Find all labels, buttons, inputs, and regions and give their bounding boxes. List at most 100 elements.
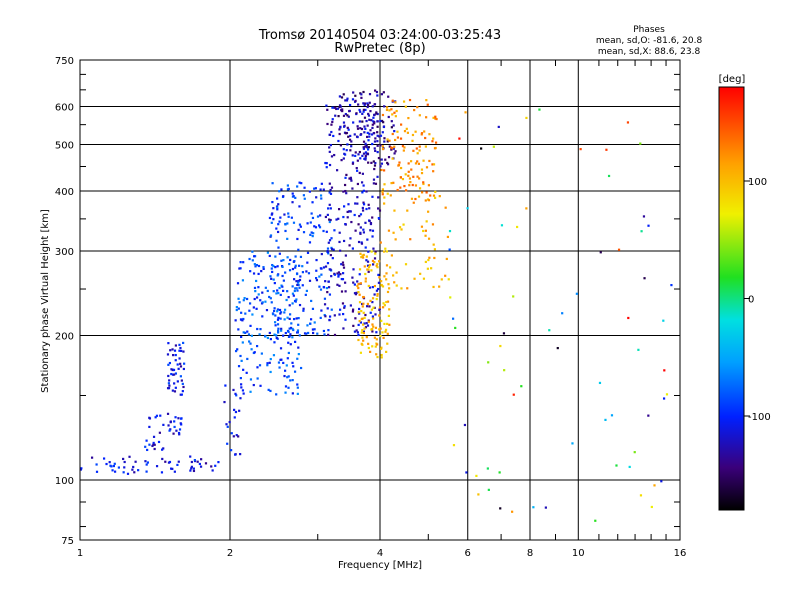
data-point bbox=[324, 215, 327, 219]
data-point bbox=[360, 256, 363, 259]
data-point bbox=[338, 284, 341, 287]
data-point bbox=[123, 460, 126, 464]
data-point bbox=[306, 324, 309, 327]
data-point bbox=[371, 285, 374, 289]
data-point bbox=[376, 292, 379, 296]
data-point bbox=[267, 388, 270, 391]
data-point bbox=[363, 125, 366, 128]
data-point bbox=[399, 176, 403, 179]
data-point bbox=[396, 188, 399, 192]
data-point bbox=[372, 317, 375, 320]
data-point bbox=[298, 181, 301, 184]
data-point bbox=[342, 263, 345, 267]
data-point bbox=[363, 327, 366, 330]
data-point bbox=[268, 331, 271, 335]
data-point bbox=[291, 392, 294, 395]
x-tick-label: 16 bbox=[674, 548, 687, 559]
data-point bbox=[342, 327, 345, 330]
data-point bbox=[386, 290, 390, 294]
data-point bbox=[351, 310, 355, 313]
data-point bbox=[239, 376, 242, 380]
data-point bbox=[432, 170, 435, 173]
data-point bbox=[362, 146, 365, 149]
data-point bbox=[174, 344, 178, 347]
data-point bbox=[383, 183, 386, 186]
data-point bbox=[377, 281, 381, 284]
data-point bbox=[123, 466, 126, 469]
data-point bbox=[561, 312, 564, 315]
data-point bbox=[556, 346, 559, 350]
data-point bbox=[327, 286, 331, 289]
data-point bbox=[371, 315, 374, 318]
data-point bbox=[639, 494, 643, 497]
data-point bbox=[415, 147, 418, 150]
data-point bbox=[252, 272, 256, 275]
data-point bbox=[359, 213, 363, 216]
data-point bbox=[432, 163, 436, 166]
data-point bbox=[148, 425, 151, 429]
data-point bbox=[294, 300, 297, 303]
data-point bbox=[145, 470, 148, 473]
data-point bbox=[362, 201, 365, 204]
data-point bbox=[269, 357, 272, 361]
data-point bbox=[293, 340, 297, 343]
data-point bbox=[379, 334, 382, 338]
data-point bbox=[294, 196, 297, 199]
data-point bbox=[422, 277, 426, 280]
data-point bbox=[190, 460, 193, 464]
data-point bbox=[175, 429, 178, 432]
data-point bbox=[296, 237, 299, 241]
data-point bbox=[433, 256, 436, 260]
data-point bbox=[298, 205, 301, 208]
data-point bbox=[269, 389, 272, 393]
data-point bbox=[420, 172, 424, 175]
data-point bbox=[428, 159, 431, 163]
data-point bbox=[435, 117, 438, 121]
data-point bbox=[392, 181, 395, 184]
data-point bbox=[79, 468, 82, 471]
data-point bbox=[266, 336, 270, 340]
data-point bbox=[176, 463, 179, 467]
data-point bbox=[374, 250, 377, 253]
data-point bbox=[277, 329, 280, 332]
data-point bbox=[328, 218, 331, 221]
data-point bbox=[394, 238, 397, 241]
data-point bbox=[249, 270, 252, 273]
data-point bbox=[299, 366, 303, 370]
y-tick-label: 400 bbox=[55, 187, 74, 198]
data-point bbox=[310, 212, 313, 215]
data-point bbox=[361, 254, 364, 257]
data-point bbox=[190, 467, 193, 470]
data-point bbox=[324, 280, 327, 283]
data-point bbox=[368, 132, 371, 135]
data-point bbox=[211, 469, 214, 472]
data-point bbox=[358, 319, 361, 323]
data-point bbox=[360, 241, 363, 244]
data-point bbox=[548, 329, 551, 332]
data-point bbox=[337, 273, 340, 277]
data-point bbox=[281, 285, 284, 288]
data-point bbox=[362, 339, 365, 342]
data-point bbox=[172, 354, 175, 357]
data-point bbox=[297, 283, 300, 287]
data-point bbox=[298, 278, 302, 282]
data-point bbox=[169, 428, 172, 431]
data-point bbox=[349, 134, 352, 138]
data-point bbox=[373, 120, 376, 124]
data-point bbox=[112, 464, 115, 468]
data-point bbox=[367, 139, 370, 142]
x-tick-label: 1 bbox=[77, 548, 83, 559]
colorbar-tick-label: 100 bbox=[748, 177, 767, 188]
data-point bbox=[152, 443, 155, 446]
data-point bbox=[639, 142, 642, 145]
data-point bbox=[271, 182, 274, 185]
data-point bbox=[345, 149, 348, 152]
data-point bbox=[275, 336, 278, 340]
data-point bbox=[422, 182, 425, 186]
data-point bbox=[253, 255, 256, 258]
data-point bbox=[653, 484, 656, 487]
data-point bbox=[377, 207, 380, 210]
data-point bbox=[386, 163, 390, 166]
data-point bbox=[291, 292, 295, 295]
